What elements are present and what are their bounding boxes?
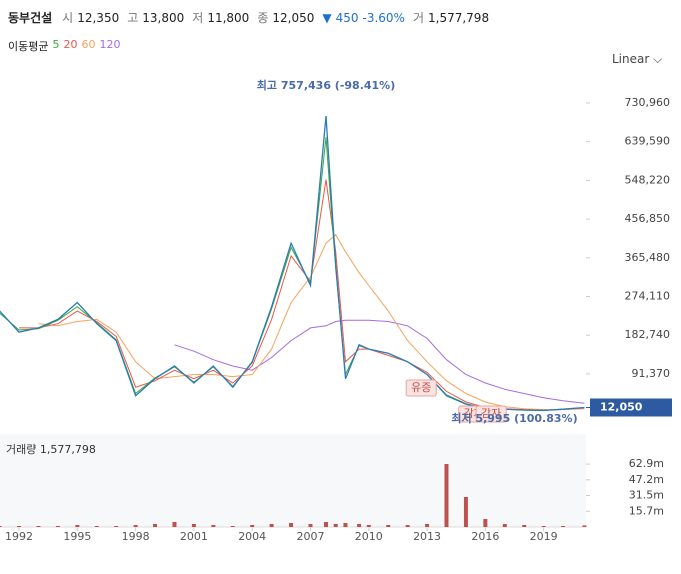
- volume-bar: [94, 526, 99, 527]
- x-tick-label: 2004: [238, 530, 266, 543]
- y-tick-label: 91,370: [632, 367, 671, 380]
- ma-legend: 이동평균 5 20 60 120: [8, 38, 120, 54]
- y-tick-label: 274,110: [625, 290, 671, 303]
- value: 12,350: [77, 10, 120, 25]
- ma-line: [174, 319, 585, 404]
- x-tick-label: 1995: [63, 530, 91, 543]
- scale: Linear: [612, 52, 650, 66]
- volume-bar: [357, 524, 362, 527]
- y-tick-label: 15.7m: [629, 504, 664, 517]
- volume-bar: [0, 526, 2, 527]
- volume-bar: [561, 526, 566, 527]
- down-icon: ▼: [322, 10, 332, 25]
- y-tick-label: 456,850: [625, 212, 671, 225]
- annotation-box: [475, 405, 507, 423]
- label: 저: [192, 11, 204, 25]
- volume-bar: [405, 525, 410, 527]
- label: 종: [257, 11, 269, 25]
- quote-header: 동부건설 시 12,350 고 13,800 저 11,800 종 12,050 ▼ 45…: [8, 9, 489, 26]
- ma-line: [0, 137, 585, 411]
- change-pct: -3.60%: [362, 10, 405, 25]
- price-tag: [590, 398, 672, 417]
- ma-label: 이동평균: [8, 40, 49, 53]
- volume-bar: [343, 523, 348, 527]
- y-tick-label: 47.2m: [629, 473, 664, 486]
- x-tick-label: 2019: [530, 530, 558, 543]
- y-tick-label: 182,740: [625, 328, 671, 341]
- value: 12,050: [272, 10, 315, 25]
- x-tick-label: 2001: [180, 530, 208, 543]
- volume-bar: [211, 525, 216, 527]
- volume-bar: [36, 526, 41, 527]
- value: 13,800: [142, 10, 185, 25]
- legend-entry[interactable]: 5: [52, 38, 60, 51]
- volume-bar: [114, 526, 119, 527]
- x-tick-label: 1992: [5, 530, 33, 543]
- volume-bar: [522, 525, 527, 527]
- ma-line: [38, 233, 585, 411]
- volume-bar: [463, 497, 468, 527]
- y-tick-label: 31.5m: [629, 489, 664, 502]
- annotation: 감자: [481, 407, 501, 420]
- legend-entry[interactable]: 120: [99, 38, 121, 51]
- label: 거래량: [6, 443, 37, 456]
- volume-bar: [308, 524, 313, 527]
- volume-bar: [483, 519, 488, 527]
- x-tick-label: 2013: [413, 530, 441, 543]
- legend-entry[interactable]: 20: [63, 38, 78, 51]
- x-tick-label: 2016: [471, 530, 499, 543]
- volume-bg: [0, 434, 586, 527]
- volume-bar: [333, 524, 338, 527]
- value: 11,800: [207, 10, 250, 25]
- volume-bar: [153, 524, 158, 527]
- ma-line: [19, 179, 585, 411]
- volume-bar: [289, 523, 294, 527]
- y-tick-label: 730,960: [625, 96, 671, 109]
- volume-bar: [75, 525, 80, 527]
- y-tick-label: 365,480: [625, 251, 671, 264]
- annotation: 유증: [411, 381, 431, 394]
- volume-bar: [366, 525, 371, 527]
- label: 거: [412, 11, 424, 25]
- legend-entry[interactable]: 60: [81, 38, 96, 51]
- label: 시: [62, 11, 74, 25]
- volume-bar: [230, 526, 235, 527]
- price-tag-label: 12,050: [600, 400, 643, 413]
- y-tick-label: 639,590: [625, 135, 671, 148]
- x-tick-label: 2007: [296, 530, 324, 543]
- volume-bar: [425, 524, 430, 527]
- annotation-box: [405, 379, 437, 397]
- annotation: 최고 757,436 (-98.41%): [257, 78, 395, 92]
- volume-bar: [55, 526, 60, 527]
- volume-bar: [386, 525, 391, 527]
- volume-bar: [172, 522, 177, 527]
- value: 1,577,798: [428, 10, 490, 25]
- label: 고: [127, 11, 139, 25]
- price-line: [0, 116, 585, 412]
- volume-bar: [324, 522, 329, 527]
- scale-select[interactable]: Linear ⌵: [612, 52, 663, 66]
- annotation: 최저 5,995 (100.83%): [451, 411, 577, 425]
- x-tick-label: 1998: [122, 530, 150, 543]
- volume-bar: [582, 525, 587, 527]
- volume-bar: [269, 524, 274, 527]
- stock-name: 동부건설: [8, 11, 53, 25]
- volume-bar: [191, 524, 196, 527]
- volume-bar: [250, 525, 255, 527]
- volume-bar: [133, 525, 138, 527]
- change: 450: [335, 10, 359, 25]
- volume-bar: [17, 526, 22, 527]
- x-tick-label: 2010: [355, 530, 383, 543]
- y-tick-label: 548,220: [625, 173, 671, 186]
- volume-bar: [502, 524, 507, 527]
- volume-label: 거래량 1,577,798: [6, 441, 96, 457]
- volume-bar: [541, 526, 546, 527]
- volume-bar: [444, 464, 449, 527]
- value: 1,577,798: [39, 443, 96, 456]
- y-tick-label: 62.9m: [629, 457, 664, 470]
